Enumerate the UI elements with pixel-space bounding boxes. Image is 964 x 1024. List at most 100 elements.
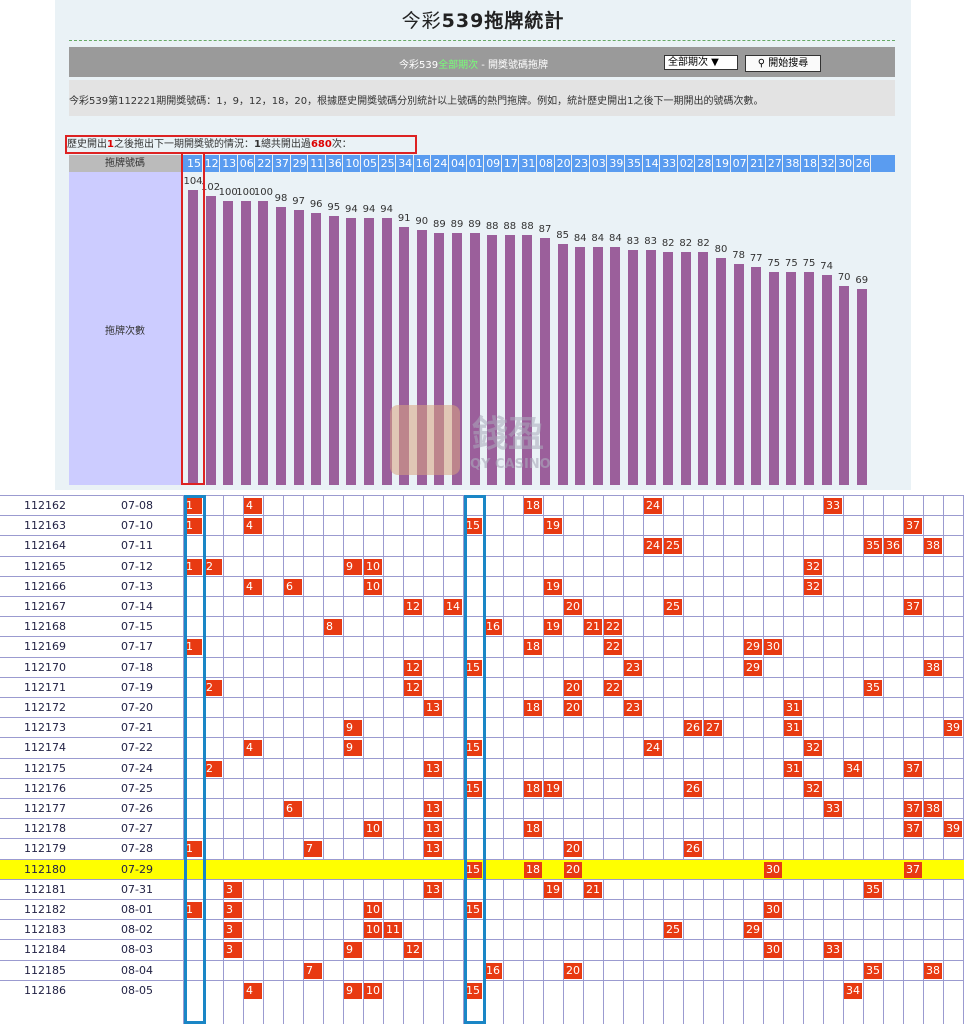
period-select[interactable]: 全部期次 ▼ [664,55,738,70]
number-cell: 24 [644,498,662,514]
grid-line [523,495,524,1024]
grid-line [443,495,444,1024]
period-cell: 112164 [24,539,66,553]
bar-label-06: 100 [236,187,256,199]
grid-line [623,495,624,1024]
number-cell: 22 [604,639,622,656]
number-cell: 35 [864,881,882,898]
number-cell: 38 [924,659,942,676]
number-cell: 2 [204,679,222,696]
table-row: 112178 07-27 10 13 18 37 39 [0,818,964,838]
date-cell: 07-22 [121,741,153,755]
number-cell: 4 [244,578,262,595]
number-cell: 19 [544,518,562,535]
bar-13 [223,201,234,485]
number-cell: 27 [704,720,722,737]
number-cell: 2 [204,558,222,575]
bar-label-24: 89 [433,218,446,230]
number-cell: 13 [424,760,442,777]
count-label: 拖牌次數 [105,326,145,337]
grid-line [363,495,364,1024]
number-cell: 29 [744,639,762,656]
bar-label-31: 88 [521,221,534,233]
number-cell: 23 [624,700,642,716]
bar-label-25: 94 [380,204,393,216]
bar-label-07: 78 [732,249,745,261]
grid-line [903,495,904,1024]
number-cell: 6 [284,578,302,595]
number-header-09: 09 [486,155,502,172]
grid-line [663,495,664,1024]
bar-label-04: 89 [450,218,464,230]
number-cell: 19 [544,619,562,636]
number-cell: 30 [764,942,782,959]
all-periods-link[interactable]: 全部期次 [438,60,479,71]
number-cell: 2 [204,760,222,777]
bar-label-20: 85 [556,229,569,241]
number-cell: 10 [364,922,382,939]
grid-line [343,495,344,1024]
bar-label-28: 82 [697,238,710,250]
period-cell: 112175 [24,761,66,775]
date-cell: 07-28 [121,842,153,856]
bar-15 [188,190,198,485]
number-header-17: 17 [503,155,520,172]
number-header-14: 14 [644,155,661,172]
date-cell: 07-13 [121,579,153,593]
bar-19 [716,258,726,485]
number-header-34: 34 [398,155,414,172]
date-cell: 08-05 [121,983,153,997]
number-cell: 20 [564,841,582,858]
bar-16 [416,229,427,485]
number-cell: 32 [804,578,822,595]
table-row: 112171 07-19 2 12 20 22 35 [0,676,964,697]
number-header-24: 24 [433,155,449,172]
number-cell: 11 [384,922,402,939]
number-cell: 3 [224,881,242,898]
number-cell: 20 [564,861,582,878]
number-cell: 13 [424,841,442,858]
table-row: 112165 07-12 1 2 9 10 32 [0,555,964,576]
number-cell: 12 [404,679,422,696]
table-row: 112174 07-22 4 9 15 24 32 [0,737,964,757]
stat-summary: 歷史開出1之後拖出下一期開獎號的情況：1總共開出過680次： [65,135,417,154]
grid-line [583,495,584,1024]
number-cell: 20 [564,599,582,615]
grid-line [323,495,324,1024]
date-cell: 07-17 [121,640,153,654]
number-cell: 19 [544,578,562,595]
number-header-26: 26 [855,155,872,172]
number-cell: 1 [184,902,202,918]
number-header-39: 39 [609,155,625,172]
number-cell: 10 [364,902,382,918]
number-cell: 18 [524,700,542,716]
grid-line [303,495,304,1024]
table-row: 112185 08-04 7 16 20 35 38 [0,959,964,980]
number-cell: 30 [764,639,782,656]
number-cell: 33 [824,498,842,514]
table-row: 112169 07-17 1 18 22 29 30 [0,636,964,656]
number-header-23: 23 [574,155,590,172]
table-row: 112164 07-11 24 25 35 36 38 [0,535,964,555]
number-header-21: 21 [750,155,766,172]
number-header-19: 19 [715,155,731,172]
number-header-38: 38 [785,155,801,172]
number-cell: 7 [304,841,322,858]
table-row: 112163 07-10 1 4 15 19 37 [0,515,964,535]
bar-label-17: 88 [503,221,517,233]
blue-frame-col-1 [184,495,206,1024]
number-cell: 38 [924,801,942,817]
search-button[interactable]: ⚲ 開始搜尋 [745,55,821,72]
bar-07 [733,263,744,485]
number-cell: 35 [864,538,882,555]
grid-line [943,495,944,1024]
number-cell: 22 [604,619,622,636]
grid-line [723,495,724,1024]
number-cell: 20 [564,700,582,716]
bar-label-27: 75 [767,258,781,270]
bar-label-13: 100 [218,187,238,199]
bar-18 [804,272,814,485]
number-cell: 16 [484,962,502,979]
bar-24 [434,232,445,485]
bar-36 [328,215,339,485]
